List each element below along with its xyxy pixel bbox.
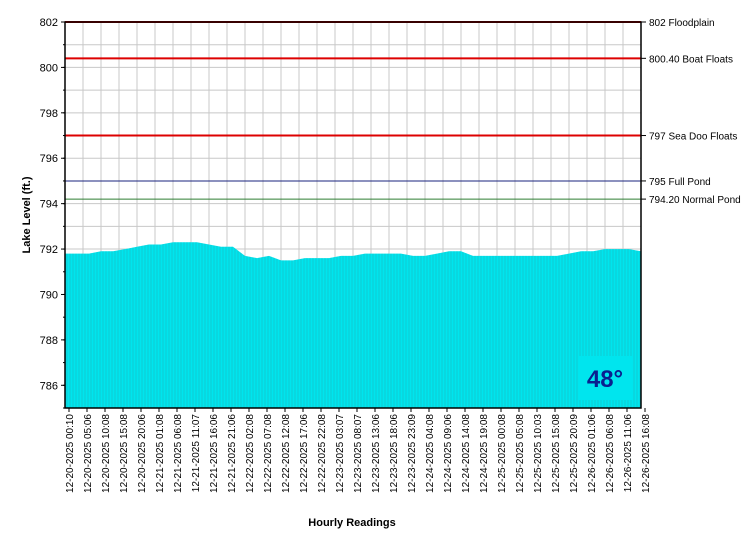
- y-tick-label: 788: [40, 335, 58, 347]
- x-tick-label: 12-24-2025 04:08: [425, 414, 436, 493]
- x-tick-label: 12-22-2025 17:06: [299, 414, 310, 493]
- y-tick-label: 798: [40, 108, 58, 120]
- series-hatch: [66, 242, 641, 408]
- x-tick-label: 12-22-2025 12:08: [281, 414, 292, 493]
- x-tick-label: 12-23-2025 08:07: [353, 414, 364, 493]
- x-tick-label: 12-21-2025 16:06: [209, 414, 220, 493]
- x-tick-label: 12-25-2025 05:08: [515, 414, 526, 493]
- x-tick-label: 12-21-2025 11:07: [191, 414, 202, 493]
- x-tick-label: 12-22-2025 22:08: [317, 414, 328, 493]
- x-tick-label: 12-25-2025 10:03: [533, 414, 544, 493]
- x-tick-label: 12-21-2025 21:06: [227, 414, 238, 493]
- temperature-background: [578, 356, 632, 400]
- x-tick-label: 12-20-2025 15:08: [119, 414, 130, 493]
- x-tick-label: 12-26-2025 06:08: [605, 414, 616, 493]
- y-tick-label: 796: [40, 153, 58, 165]
- x-tick-label: 12-26-2025 01:06: [587, 414, 598, 493]
- temperature-value: 48°: [587, 366, 623, 393]
- x-tick-label: 12-20-2025 20:06: [137, 414, 148, 493]
- y-axis-ticks: 786 788 790 792 794 796 798 800 802: [40, 17, 65, 409]
- y-tick-label: 802: [40, 17, 58, 29]
- x-tick-label: 12-23-2025 03:07: [335, 414, 346, 493]
- y-tick-label: 790: [40, 289, 58, 301]
- x-tick-label: 12-25-2025 00:08: [497, 414, 508, 493]
- x-tick-label: 12-25-2025 15:08: [551, 414, 562, 493]
- x-tick-label: 12-24-2025 19:08: [479, 414, 490, 493]
- x-tick-label: 12-23-2025 13:06: [371, 414, 382, 493]
- x-tick-label: 12-22-2025 07:08: [263, 414, 274, 493]
- reference-label: 797 Sea Doo Floats: [649, 132, 737, 143]
- x-tick-label: 12-20-2025 10:08: [101, 414, 112, 493]
- x-tick-label: 12-21-2025 01:08: [155, 414, 166, 493]
- y-tick-label: 800: [40, 62, 58, 74]
- reference-label: 794.20 Normal Pond: [649, 195, 741, 206]
- y-axis-label: Lake Level (ft.): [21, 176, 33, 253]
- reference-label: 795 Full Pond: [649, 177, 711, 188]
- x-tick-label: 12-26-2025 11:06: [623, 414, 634, 493]
- y-tick-label: 792: [40, 244, 58, 256]
- x-tick-label: 12-20-2025 05:06: [83, 414, 94, 493]
- x-tick-label: 12-24-2025 14:08: [461, 414, 472, 493]
- x-tick-label: 12-20-2025 00:10: [65, 414, 76, 493]
- x-tick-label: 12-25-2025 20:09: [569, 414, 580, 493]
- x-axis-ticks: 12-20-2025 00:10 12-20-2025 05:06 12-20-20…: [65, 408, 652, 493]
- x-tick-label: 12-21-2025 06:08: [173, 414, 184, 493]
- x-tick-label: 12-22-2025 02:08: [245, 414, 256, 493]
- plot-frame: [64, 21, 642, 409]
- y-tick-label: 794: [40, 199, 58, 211]
- temperature-badge: 48°: [578, 356, 632, 400]
- series-area: [65, 242, 641, 408]
- x-tick-label: 12-26-2025 16:08: [641, 414, 652, 493]
- x-axis-label: Hourly Readings: [308, 517, 395, 529]
- reference-label: 800.40 Boat Floats: [649, 54, 733, 65]
- reference-label: 802 Floodplain: [649, 18, 715, 29]
- y-tick-label: 786: [40, 380, 58, 392]
- x-tick-label: 12-23-2025 18:06: [389, 414, 400, 493]
- x-tick-label: 12-23-2025 23:09: [407, 414, 418, 493]
- x-tick-label: 12-24-2025 09:06: [443, 414, 454, 493]
- reference-lines: 802 Floodplain 800.40 Boat Floats 797 Sea …: [65, 18, 741, 206]
